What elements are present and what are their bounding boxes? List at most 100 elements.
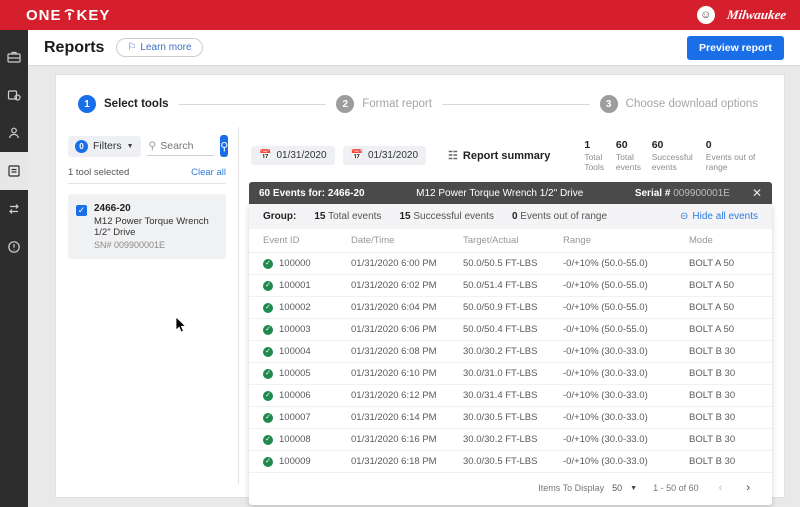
pagination-range: 1 - 50 of 60	[653, 483, 699, 493]
report-preview-panel: 📅 01/31/2020 📅 01/31/2020 ☷ Report summa…	[238, 127, 784, 505]
event-range: -0/+10% (30.0-33.0)	[563, 456, 648, 467]
event-target-actual: 30.0/30.2 FT-LBS	[463, 346, 538, 357]
tool-name: M12 Power Torque Wrench 1/2" Drive	[94, 216, 209, 238]
people-icon	[7, 126, 21, 140]
event-range: -0/+10% (30.0-33.0)	[563, 390, 648, 401]
table-row[interactable]: ✓ 100007 01/31/2020 6:14 PM 30.0/30.5 FT…	[249, 407, 772, 429]
event-range: -0/+10% (50.0-55.0)	[563, 258, 648, 269]
table-row[interactable]: ✓ 100001 01/31/2020 6:02 PM 50.0/51.4 FT…	[249, 275, 772, 297]
hide-all-events-link[interactable]: ⊝ Hide all events	[680, 211, 758, 222]
event-datetime: 01/31/2020 6:00 PM	[351, 258, 437, 269]
event-id: 100003	[279, 324, 311, 335]
event-datetime: 01/31/2020 6:18 PM	[351, 456, 437, 467]
sidebar-item-alerts[interactable]	[0, 228, 28, 266]
table-footer: Items To Display 50 ▼ 1 - 50 of 60 ‹ ›	[249, 473, 772, 505]
search-icon: ⚲	[220, 140, 229, 153]
table-row[interactable]: ✓ 100002 01/31/2020 6:04 PM 50.0/50.9 FT…	[249, 297, 772, 319]
toolbox-icon	[7, 50, 21, 64]
report-wizard-card: 1 Select tools 2 Format report 3 Choose …	[55, 74, 785, 505]
start-date-picker[interactable]: 📅 01/31/2020	[251, 146, 335, 165]
event-range: -0/+10% (30.0-33.0)	[563, 412, 648, 423]
tool-checkbox[interactable]: ✓	[76, 205, 87, 216]
event-id: 100005	[279, 368, 311, 379]
chevron-down-icon: ▼	[126, 142, 134, 150]
events-count-title: 60 Events for: 2466-20	[259, 187, 365, 199]
col-datetime: Date/Time	[351, 235, 395, 246]
step-connector	[441, 103, 590, 105]
sidebar-item-inventory[interactable]	[0, 38, 28, 76]
table-row[interactable]: ✓ 100000 01/31/2020 6:00 PM 50.0/50.5 FT…	[249, 253, 772, 275]
col-event-id: Event ID	[263, 235, 300, 246]
user-avatar[interactable]: ☺	[696, 6, 715, 24]
clear-all-link[interactable]: Clear all	[191, 167, 226, 178]
report-summary-label: ☷ Report summary	[448, 149, 551, 163]
next-page-button[interactable]: ›	[746, 482, 750, 494]
group-summary-row: Group: 15 Total events 15 Successful eve…	[249, 204, 772, 229]
col-range: Range	[563, 235, 591, 246]
summary-stat: 60 Total events	[615, 139, 641, 172]
table-row[interactable]: ✓ 100003 01/31/2020 6:06 PM 50.0/50.4 FT…	[249, 319, 772, 341]
event-datetime: 01/31/2020 6:04 PM	[351, 302, 437, 313]
table-row[interactable]: ✓ 100009 01/31/2020 6:18 PM 30.0/30.5 FT…	[249, 451, 772, 473]
search-field[interactable]: ⚲	[146, 137, 215, 156]
event-range: -0/+10% (30.0-33.0)	[563, 368, 648, 379]
step-download-options[interactable]: 3 Choose download options	[599, 95, 758, 113]
tool-select-panel: 0 Filters ▼ ⚲ ⚲ 1 tool selected Clear al…	[56, 127, 238, 484]
table-row[interactable]: ✓ 100004 01/31/2020 6:08 PM 30.0/30.2 FT…	[249, 341, 772, 363]
event-datetime: 01/31/2020 6:16 PM	[351, 434, 437, 445]
tool-list-item[interactable]: ✓ 2466-20 M12 Power Torque Wrench 1/2" D…	[68, 194, 226, 259]
step-select-tools[interactable]: 1 Select tools	[78, 95, 169, 113]
event-target-actual: 30.0/30.2 FT-LBS	[463, 434, 538, 445]
event-datetime: 01/31/2020 6:02 PM	[351, 280, 437, 291]
chevron-down-icon[interactable]: ▼	[630, 484, 638, 492]
tool-tracking-icon	[7, 88, 21, 102]
success-check-icon: ✓	[263, 258, 273, 269]
transfers-icon	[7, 202, 21, 216]
items-per-page-value: 50	[612, 483, 623, 493]
page-header: Reports ⚐ Learn more Preview report	[28, 30, 800, 66]
prev-page-button[interactable]: ‹	[718, 482, 723, 494]
table-row[interactable]: ✓ 100006 01/31/2020 6:12 PM 30.0/31.4 FT…	[249, 385, 772, 407]
event-target-actual: 50.0/50.5 FT-LBS	[463, 258, 538, 269]
search-button[interactable]: ⚲	[220, 135, 229, 157]
sidebar-item-people[interactable]	[0, 114, 28, 152]
event-range: -0/+10% (50.0-55.0)	[563, 280, 648, 291]
success-check-icon: ✓	[263, 456, 273, 467]
table-row[interactable]: ✓ 100005 01/31/2020 6:10 PM 30.0/31.0 FT…	[249, 363, 772, 385]
calendar-icon: 📅	[350, 149, 363, 161]
calendar-icon: 📅	[259, 149, 272, 161]
learn-more-button[interactable]: ⚐ Learn more	[116, 38, 203, 57]
summary-stat: 60 Successful events	[651, 139, 693, 172]
event-mode: BOLT A 50	[689, 280, 735, 291]
summary-stat: 1 Total Tools	[584, 139, 605, 172]
top-app-bar: ONE KEY ☺ Milwaukee	[0, 0, 800, 30]
event-target-actual: 50.0/50.9 FT-LBS	[463, 302, 538, 313]
preview-report-button[interactable]: Preview report	[687, 35, 784, 60]
step-format-report[interactable]: 2 Format report	[336, 95, 432, 113]
event-mode: BOLT B 30	[689, 368, 736, 379]
success-check-icon: ✓	[263, 346, 273, 357]
table-row[interactable]: ✓ 100008 01/31/2020 6:16 PM 30.0/30.2 FT…	[249, 429, 772, 451]
close-icon[interactable]: ✕	[751, 186, 762, 200]
event-target-actual: 30.0/31.4 FT-LBS	[463, 390, 538, 401]
page-title: Reports	[44, 38, 105, 56]
event-range: -0/+10% (30.0-33.0)	[563, 434, 648, 445]
alerts-icon	[7, 240, 21, 254]
step-connector	[178, 103, 327, 105]
success-check-icon: ✓	[263, 368, 273, 379]
search-input[interactable]	[160, 139, 213, 152]
filter-count-badge: 0	[75, 139, 88, 153]
table-body: ✓ 100000 01/31/2020 6:00 PM 50.0/50.5 FT…	[249, 253, 772, 473]
event-target-actual: 50.0/50.4 FT-LBS	[463, 324, 538, 335]
event-id: 100006	[279, 390, 311, 401]
sidebar-item-tool-tracking[interactable]	[0, 76, 28, 114]
event-id: 100001	[279, 280, 311, 291]
event-datetime: 01/31/2020 6:06 PM	[351, 324, 437, 335]
sidebar-item-reports[interactable]	[0, 152, 28, 190]
filters-button[interactable]: 0 Filters ▼	[68, 135, 141, 157]
events-panel-header: 60 Events for: 2466-20 M12 Power Torque …	[249, 182, 772, 204]
tools-selected-count: 1 tool selected	[68, 167, 130, 178]
events-tool-name: M12 Power Torque Wrench 1/2" Drive	[416, 187, 584, 199]
end-date-picker[interactable]: 📅 01/31/2020	[342, 146, 427, 165]
sidebar-item-transfers[interactable]	[0, 190, 28, 228]
